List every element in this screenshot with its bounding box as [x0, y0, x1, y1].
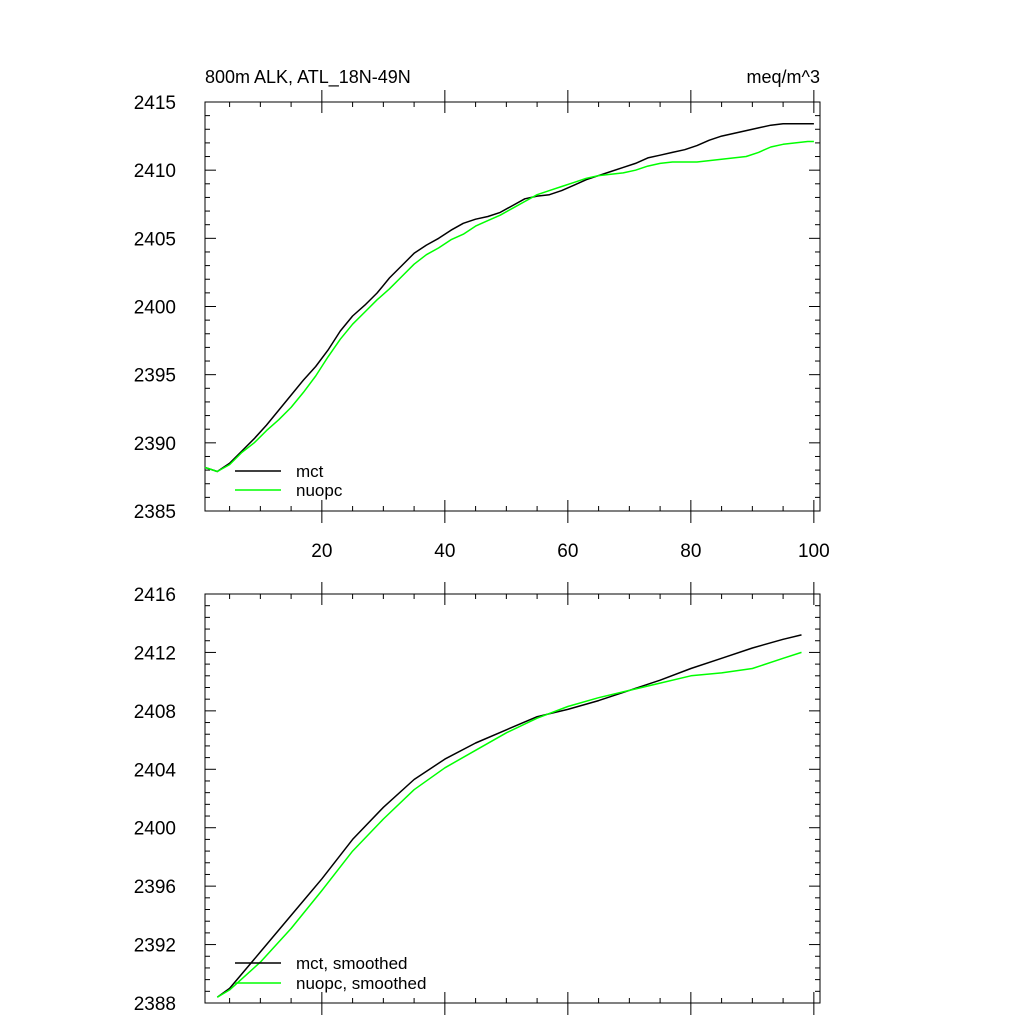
top-series-line-nuopc [204, 140, 814, 473]
bottom-plot-frame [204, 593, 821, 1004]
top-xtick-label: 100 [798, 541, 830, 562]
bottom-series-line-mct-smoothed [216, 634, 802, 998]
top-ticks: 2385 2390 2395 2400 2405 2410 2415 20 40 60 80 100 [134, 90, 830, 562]
top-ytick-label: 2415 [134, 93, 176, 114]
bottom-ytick-label: 2388 [134, 994, 176, 1015]
bottom-ticks: 2388 2392 2396 2400 2404 2408 2412 2416 [134, 582, 820, 1015]
top-xtick-label: 20 [311, 541, 332, 562]
bottom-ytick-label: 2400 [134, 819, 176, 840]
bottom-series [216, 634, 802, 998]
legend-label-mct: mct [296, 462, 324, 481]
top-series-line-mct [204, 123, 814, 473]
bottom-ytick-label: 2396 [134, 877, 176, 898]
legend-label-nuopc: nuopc [296, 481, 343, 500]
bottom-legend: mct, smoothed nuopc, smoothed [235, 954, 426, 993]
top-series [204, 123, 814, 473]
top-ytick-label: 2410 [134, 161, 176, 182]
top-panel: 800m ALK, ATL_18N-49N meq/m^3 2385239023… [134, 67, 830, 562]
top-xtick-label: 40 [434, 541, 455, 562]
top-xtick-label: 80 [680, 541, 701, 562]
bottom-ytick-label: 2416 [134, 585, 176, 606]
bottom-ytick-label: 2408 [134, 702, 176, 723]
top-ytick-label: 2385 [134, 502, 176, 523]
top-ytick-label: 2405 [134, 229, 176, 250]
top-xtick-label: 60 [557, 541, 578, 562]
top-chart-title: 800m ALK, ATL_18N-49N [205, 67, 411, 88]
top-ytick-label: 2400 [134, 298, 176, 319]
bottom-panel: 2388 2392 2396 2400 2404 2408 2412 2416 mct, sm… [134, 582, 821, 1015]
top-ytick-label: 2395 [134, 366, 176, 387]
bottom-ytick-label: 2412 [134, 643, 176, 664]
top-legend: mct nuopc [235, 462, 343, 500]
legend-label-nuopc-smoothed: nuopc, smoothed [296, 974, 426, 993]
bottom-ytick-label: 2404 [134, 760, 177, 781]
bottom-ytick-label: 2392 [134, 936, 176, 957]
legend-label-mct-smoothed: mct, smoothed [296, 954, 408, 973]
top-plot-frame [204, 101, 821, 512]
top-chart-units: meq/m^3 [747, 67, 820, 87]
bottom-series-line-nuopc-smoothed [216, 651, 802, 998]
top-ytick-label: 2390 [134, 434, 176, 455]
